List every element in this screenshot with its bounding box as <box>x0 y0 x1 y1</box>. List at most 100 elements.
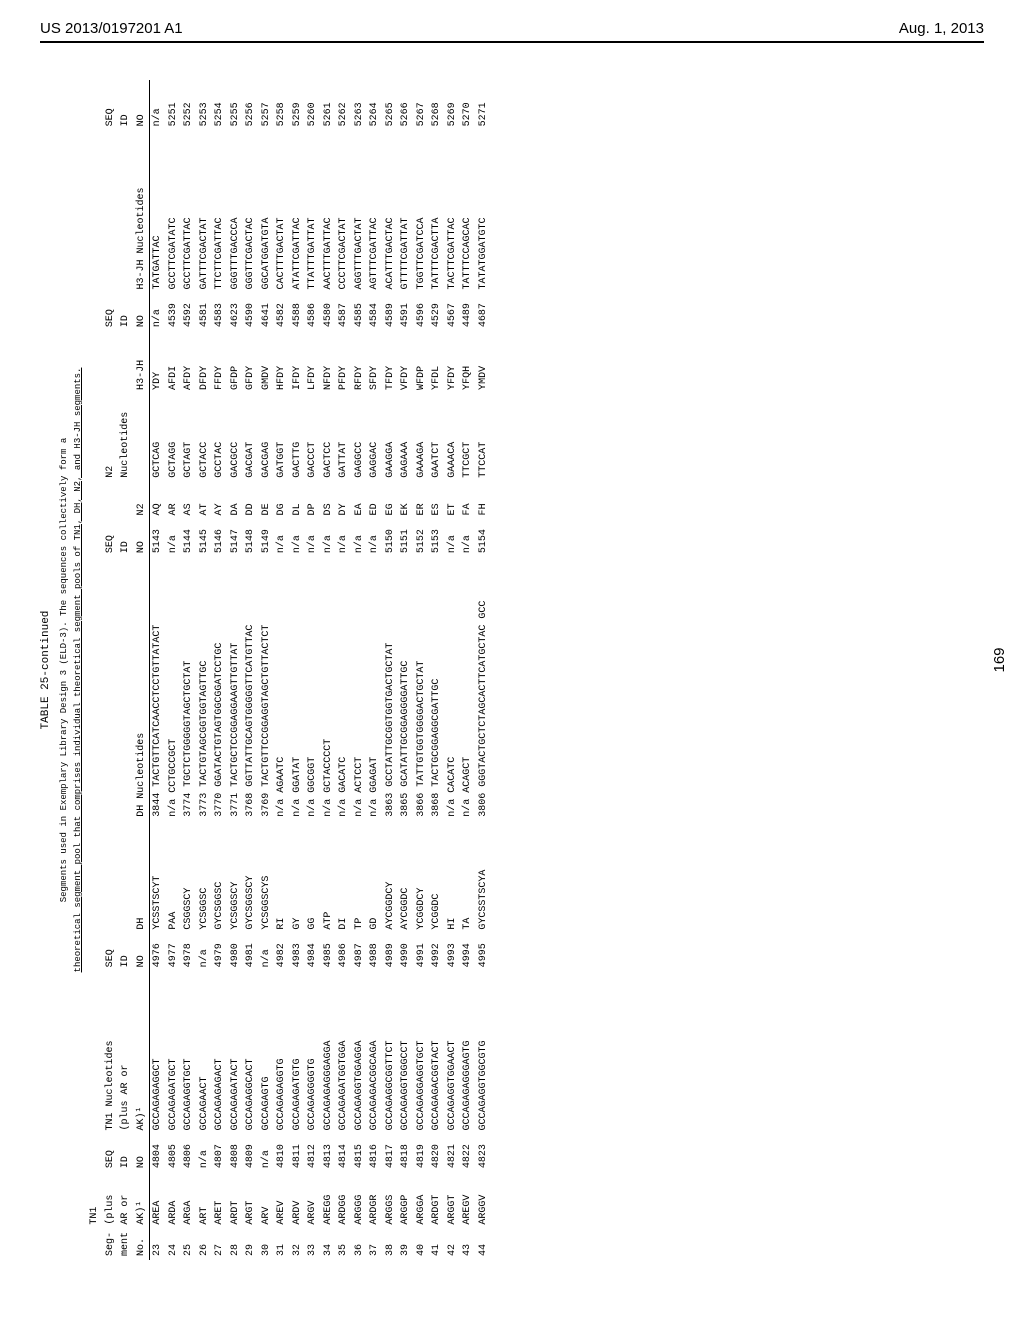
cell: 4810 <box>274 1135 290 1173</box>
cell: 4586 <box>305 294 321 332</box>
cell: 4529 <box>429 294 445 332</box>
cell: GFDY <box>243 331 259 394</box>
col-header: SEQ <box>103 934 119 972</box>
cell: 4596 <box>414 294 430 332</box>
table-row: 35ARDGG4814GCCAGAGATGGTGGA4986DIn/a GACA… <box>336 80 352 1260</box>
cell: GCCTAC <box>212 394 228 482</box>
cell: 5255 <box>228 80 244 130</box>
cell: GCCAGAGGTGGAACT <box>445 971 461 1134</box>
cell: GGGTTTGACCCA <box>228 130 244 293</box>
cell: ARDT <box>228 1172 244 1228</box>
col-header: AK)¹ <box>134 1172 150 1228</box>
cell: 4820 <box>429 1135 445 1173</box>
col-header: TN1 <box>87 1172 103 1228</box>
table-row: 30ARVn/aGCCAGAGTGn/aYCSGGSCYS3769 TACTGT… <box>259 80 275 1260</box>
cell: 5263 <box>352 80 368 130</box>
cell: YCSGGSCYS <box>259 821 275 934</box>
cell: 5270 <box>460 80 476 130</box>
cell: GCCAGAGAGGGAGGA <box>321 971 337 1134</box>
col-header: ment <box>118 1229 134 1260</box>
cell: GCCAGAGGCGGTTCT <box>383 971 399 1134</box>
cell: AACTTTGATTAC <box>321 130 337 293</box>
cell: 4813 <box>321 1135 337 1173</box>
cell: n/a <box>197 934 213 972</box>
cell: ARDA <box>166 1172 182 1228</box>
cell: GCTAGT <box>181 394 197 482</box>
table-row: 44ARGGV4823GCCAGAGGTGGCGTG4995GYCSSTSCYA… <box>476 80 492 1260</box>
table-row: 37ARDGR4816GCCAGAGACGGCAGA4988GDn/a GGAG… <box>367 80 383 1260</box>
cell: CSGGSCY <box>181 821 197 934</box>
cell: EG <box>383 482 399 520</box>
cell: 4539 <box>166 294 182 332</box>
cell: SFDY <box>367 331 383 394</box>
cell: GACTCC <box>321 394 337 482</box>
cell: GAGAAA <box>398 394 414 482</box>
cell: 3865 GCATATTGCGGAGGGGATTGC <box>398 557 414 821</box>
cell: TTCCAT <box>476 394 492 482</box>
cell: 5152 <box>414 519 430 557</box>
sequence-table: TN1 Seg-(plusSEQTN1 NucleotidesSEQSEQN2S… <box>87 80 491 1260</box>
col-header <box>87 394 103 482</box>
cell: 38 <box>383 1229 399 1260</box>
cell: 4819 <box>414 1135 430 1173</box>
cell: TACTTCGATTAC <box>445 130 461 293</box>
col-header: NO <box>134 519 150 557</box>
cell: DG <box>274 482 290 520</box>
cell: ED <box>367 482 383 520</box>
cell: n/a <box>352 519 368 557</box>
cell: 4583 <box>212 294 228 332</box>
cell: 5261 <box>321 80 337 130</box>
table-row: 23AREA4804GCCAGAGAGGCT4976YCSSTSCYT3844 … <box>150 80 166 1260</box>
cell: 33 <box>305 1229 321 1260</box>
cell: n/a <box>197 1135 213 1173</box>
table-row: 36ARGGG4815GCCAGAGGTGGAGGA4987TPn/a ACTC… <box>352 80 368 1260</box>
cell: TTCTTCGATTAC <box>212 130 228 293</box>
cell: GCCTTCGATTAC <box>181 130 197 293</box>
cell: 41 <box>429 1229 445 1260</box>
cell: 5256 <box>243 80 259 130</box>
cell: 5154 <box>476 519 492 557</box>
cell: 5265 <box>383 80 399 130</box>
cell: 4988 <box>367 934 383 972</box>
cell: GACTTG <box>290 394 306 482</box>
cell: 4818 <box>398 1135 414 1173</box>
cell: 5144 <box>181 519 197 557</box>
cell: 28 <box>228 1229 244 1260</box>
col-header: ID <box>118 294 134 332</box>
cell: 5260 <box>305 80 321 130</box>
cell: GCCAGAGACGGCAGA <box>367 971 383 1134</box>
cell: ES <box>429 482 445 520</box>
cell: AREA <box>150 1172 166 1228</box>
col-header <box>87 1229 103 1260</box>
cell: GCTACC <box>197 394 213 482</box>
cell: 39 <box>398 1229 414 1260</box>
cell: n/a <box>305 519 321 557</box>
cell: 4821 <box>445 1135 461 1173</box>
cell: 3868 TACTGCGGAGGCGATTGC <box>429 557 445 821</box>
cell: AY <box>212 482 228 520</box>
cell: 37 <box>367 1229 383 1260</box>
cell: GAAGGA <box>383 394 399 482</box>
col-header <box>103 331 119 394</box>
cell: GCCAGAGTG <box>259 971 275 1134</box>
cell: 4991 <box>414 934 430 972</box>
cell: GYCSSTSCYA <box>476 821 492 934</box>
cell: ARGGA <box>414 1172 430 1228</box>
cell: 4809 <box>243 1135 259 1173</box>
col-header: SEQ <box>103 519 119 557</box>
cell: 4641 <box>259 294 275 332</box>
cell: 3771 TACTGCTCCGGAGGAAGTTGTTAT <box>228 557 244 821</box>
cell: 5149 <box>259 519 275 557</box>
cell: WFDP <box>414 331 430 394</box>
cell: n/a GACATC <box>336 557 352 821</box>
cell: AYCGGDCY <box>383 821 399 934</box>
cell: 5266 <box>398 80 414 130</box>
col-header: (plus <box>103 1172 119 1228</box>
cell: n/a ACAGCT <box>460 557 476 821</box>
cell: n/a CACATC <box>445 557 461 821</box>
cell: GACGCC <box>228 394 244 482</box>
cell: YCGGDC <box>429 821 445 934</box>
cell: GCTAGG <box>166 394 182 482</box>
head-row-0: TN1 <box>87 80 103 1260</box>
col-header <box>87 294 103 332</box>
